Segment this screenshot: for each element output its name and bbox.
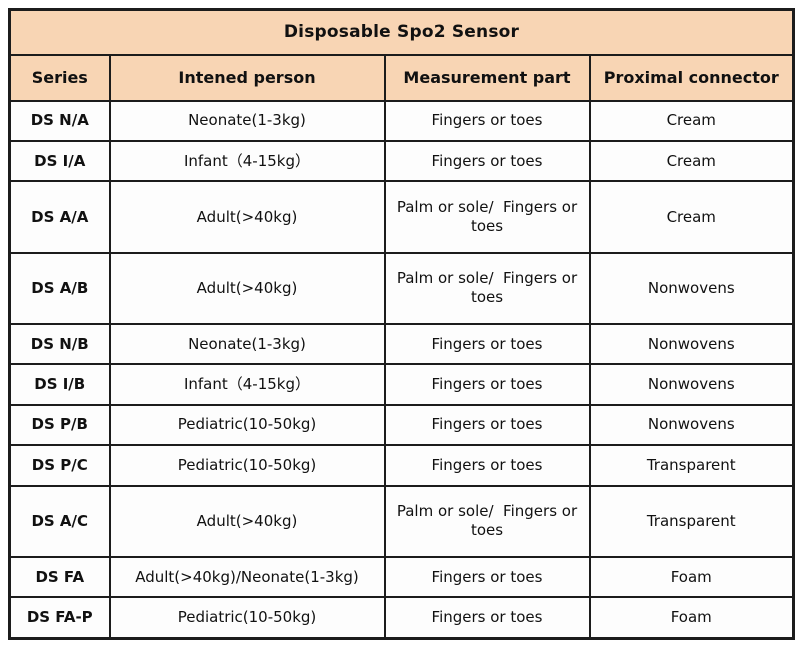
column-header-proximal-connector: Proximal connector	[588, 53, 795, 102]
proximal-connector-cell: Nonwovens	[588, 322, 795, 366]
measurement-part-cell: Fingers or toes	[383, 403, 591, 447]
table-row: DS I/A Infant（4-15kg） Fingers or toes Cream	[8, 139, 795, 183]
table-row: DS P/C Pediatric(10-50kg) Fingers or toes T…	[8, 444, 795, 487]
proximal-connector-cell: Transparent	[588, 484, 795, 558]
proximal-connector-cell: Transparent	[588, 444, 795, 487]
measurement-part-cell: Palm or sole/ Fingers or toes	[383, 484, 591, 558]
proximal-connector-cell: Foam	[588, 555, 795, 599]
series-cell: DS N/B	[8, 322, 111, 366]
spo2-sensor-spec-table: Disposable Spo2 Sensor Series Intened pe…	[8, 8, 795, 640]
intended-person-cell: Adult(>40kg)	[108, 484, 386, 558]
proximal-connector-cell: Foam	[588, 596, 795, 640]
table-row: DS A/A Adult(>40kg) Palm or sole/ Fingers …	[8, 180, 795, 254]
series-cell: DS I/A	[8, 139, 111, 183]
series-cell: DS N/A	[8, 99, 111, 142]
measurement-part-cell: Palm or sole/ Fingers or toes	[383, 251, 591, 325]
table-row: DS A/B Adult(>40kg) Palm or sole/ Fingers …	[8, 251, 795, 325]
table-title-row: Disposable Spo2 Sensor	[8, 8, 795, 56]
series-cell: DS FA-P	[8, 596, 111, 640]
intended-person-cell: Infant（4-15kg）	[108, 139, 386, 183]
measurement-part-cell: Fingers or toes	[383, 363, 591, 406]
table-body: DS N/A Neonate(1-3kg) Fingers or toes Cream…	[8, 99, 795, 640]
table-row: DS FA Adult(>40kg)/Neonate(1-3kg) Fingers …	[8, 555, 795, 599]
series-cell: DS I/B	[8, 363, 111, 406]
proximal-connector-cell: Nonwovens	[588, 363, 795, 406]
measurement-part-cell: Fingers or toes	[383, 139, 591, 183]
measurement-part-cell: Fingers or toes	[383, 596, 591, 640]
measurement-part-cell: Fingers or toes	[383, 99, 591, 142]
series-cell: DS A/C	[8, 484, 111, 558]
column-header-series: Series	[8, 53, 111, 102]
table-row: DS P/B Pediatric(10-50kg) Fingers or toes N…	[8, 403, 795, 447]
series-cell: DS A/B	[8, 251, 111, 325]
proximal-connector-cell: Cream	[588, 139, 795, 183]
column-header-intended-person: Intened person	[108, 53, 386, 102]
measurement-part-cell: Fingers or toes	[383, 555, 591, 599]
measurement-part-cell: Fingers or toes	[383, 322, 591, 366]
column-header-measurement-part: Measurement part	[383, 53, 591, 102]
table-row: DS A/C Adult(>40kg) Palm or sole/ Fingers …	[8, 484, 795, 558]
proximal-connector-cell: Nonwovens	[588, 251, 795, 325]
intended-person-cell: Adult(>40kg)	[108, 180, 386, 254]
measurement-part-cell: Fingers or toes	[383, 444, 591, 487]
table-row: DS I/B Infant（4-15kg） Fingers or toes Nonwo…	[8, 363, 795, 406]
proximal-connector-cell: Nonwovens	[588, 403, 795, 447]
intended-person-cell: Adult(>40kg)/Neonate(1-3kg)	[108, 555, 386, 599]
table-row: DS N/A Neonate(1-3kg) Fingers or toes Cream	[8, 99, 795, 142]
table-row: DS FA-P Pediatric(10-50kg) Fingers or toes…	[8, 596, 795, 640]
series-cell: DS P/C	[8, 444, 111, 487]
series-cell: DS FA	[8, 555, 111, 599]
intended-person-cell: Infant（4-15kg）	[108, 363, 386, 406]
proximal-connector-cell: Cream	[588, 180, 795, 254]
intended-person-cell: Neonate(1-3kg)	[108, 322, 386, 366]
measurement-part-cell: Palm or sole/ Fingers or toes	[383, 180, 591, 254]
table-header-row: Series Intened person Measurement part P…	[8, 53, 795, 102]
series-cell: DS P/B	[8, 403, 111, 447]
table-row: DS N/B Neonate(1-3kg) Fingers or toes Nonwo…	[8, 322, 795, 366]
series-cell: DS A/A	[8, 180, 111, 254]
intended-person-cell: Pediatric(10-50kg)	[108, 403, 386, 447]
table-title: Disposable Spo2 Sensor	[8, 8, 795, 56]
intended-person-cell: Adult(>40kg)	[108, 251, 386, 325]
intended-person-cell: Pediatric(10-50kg)	[108, 444, 386, 487]
intended-person-cell: Pediatric(10-50kg)	[108, 596, 386, 640]
intended-person-cell: Neonate(1-3kg)	[108, 99, 386, 142]
proximal-connector-cell: Cream	[588, 99, 795, 142]
